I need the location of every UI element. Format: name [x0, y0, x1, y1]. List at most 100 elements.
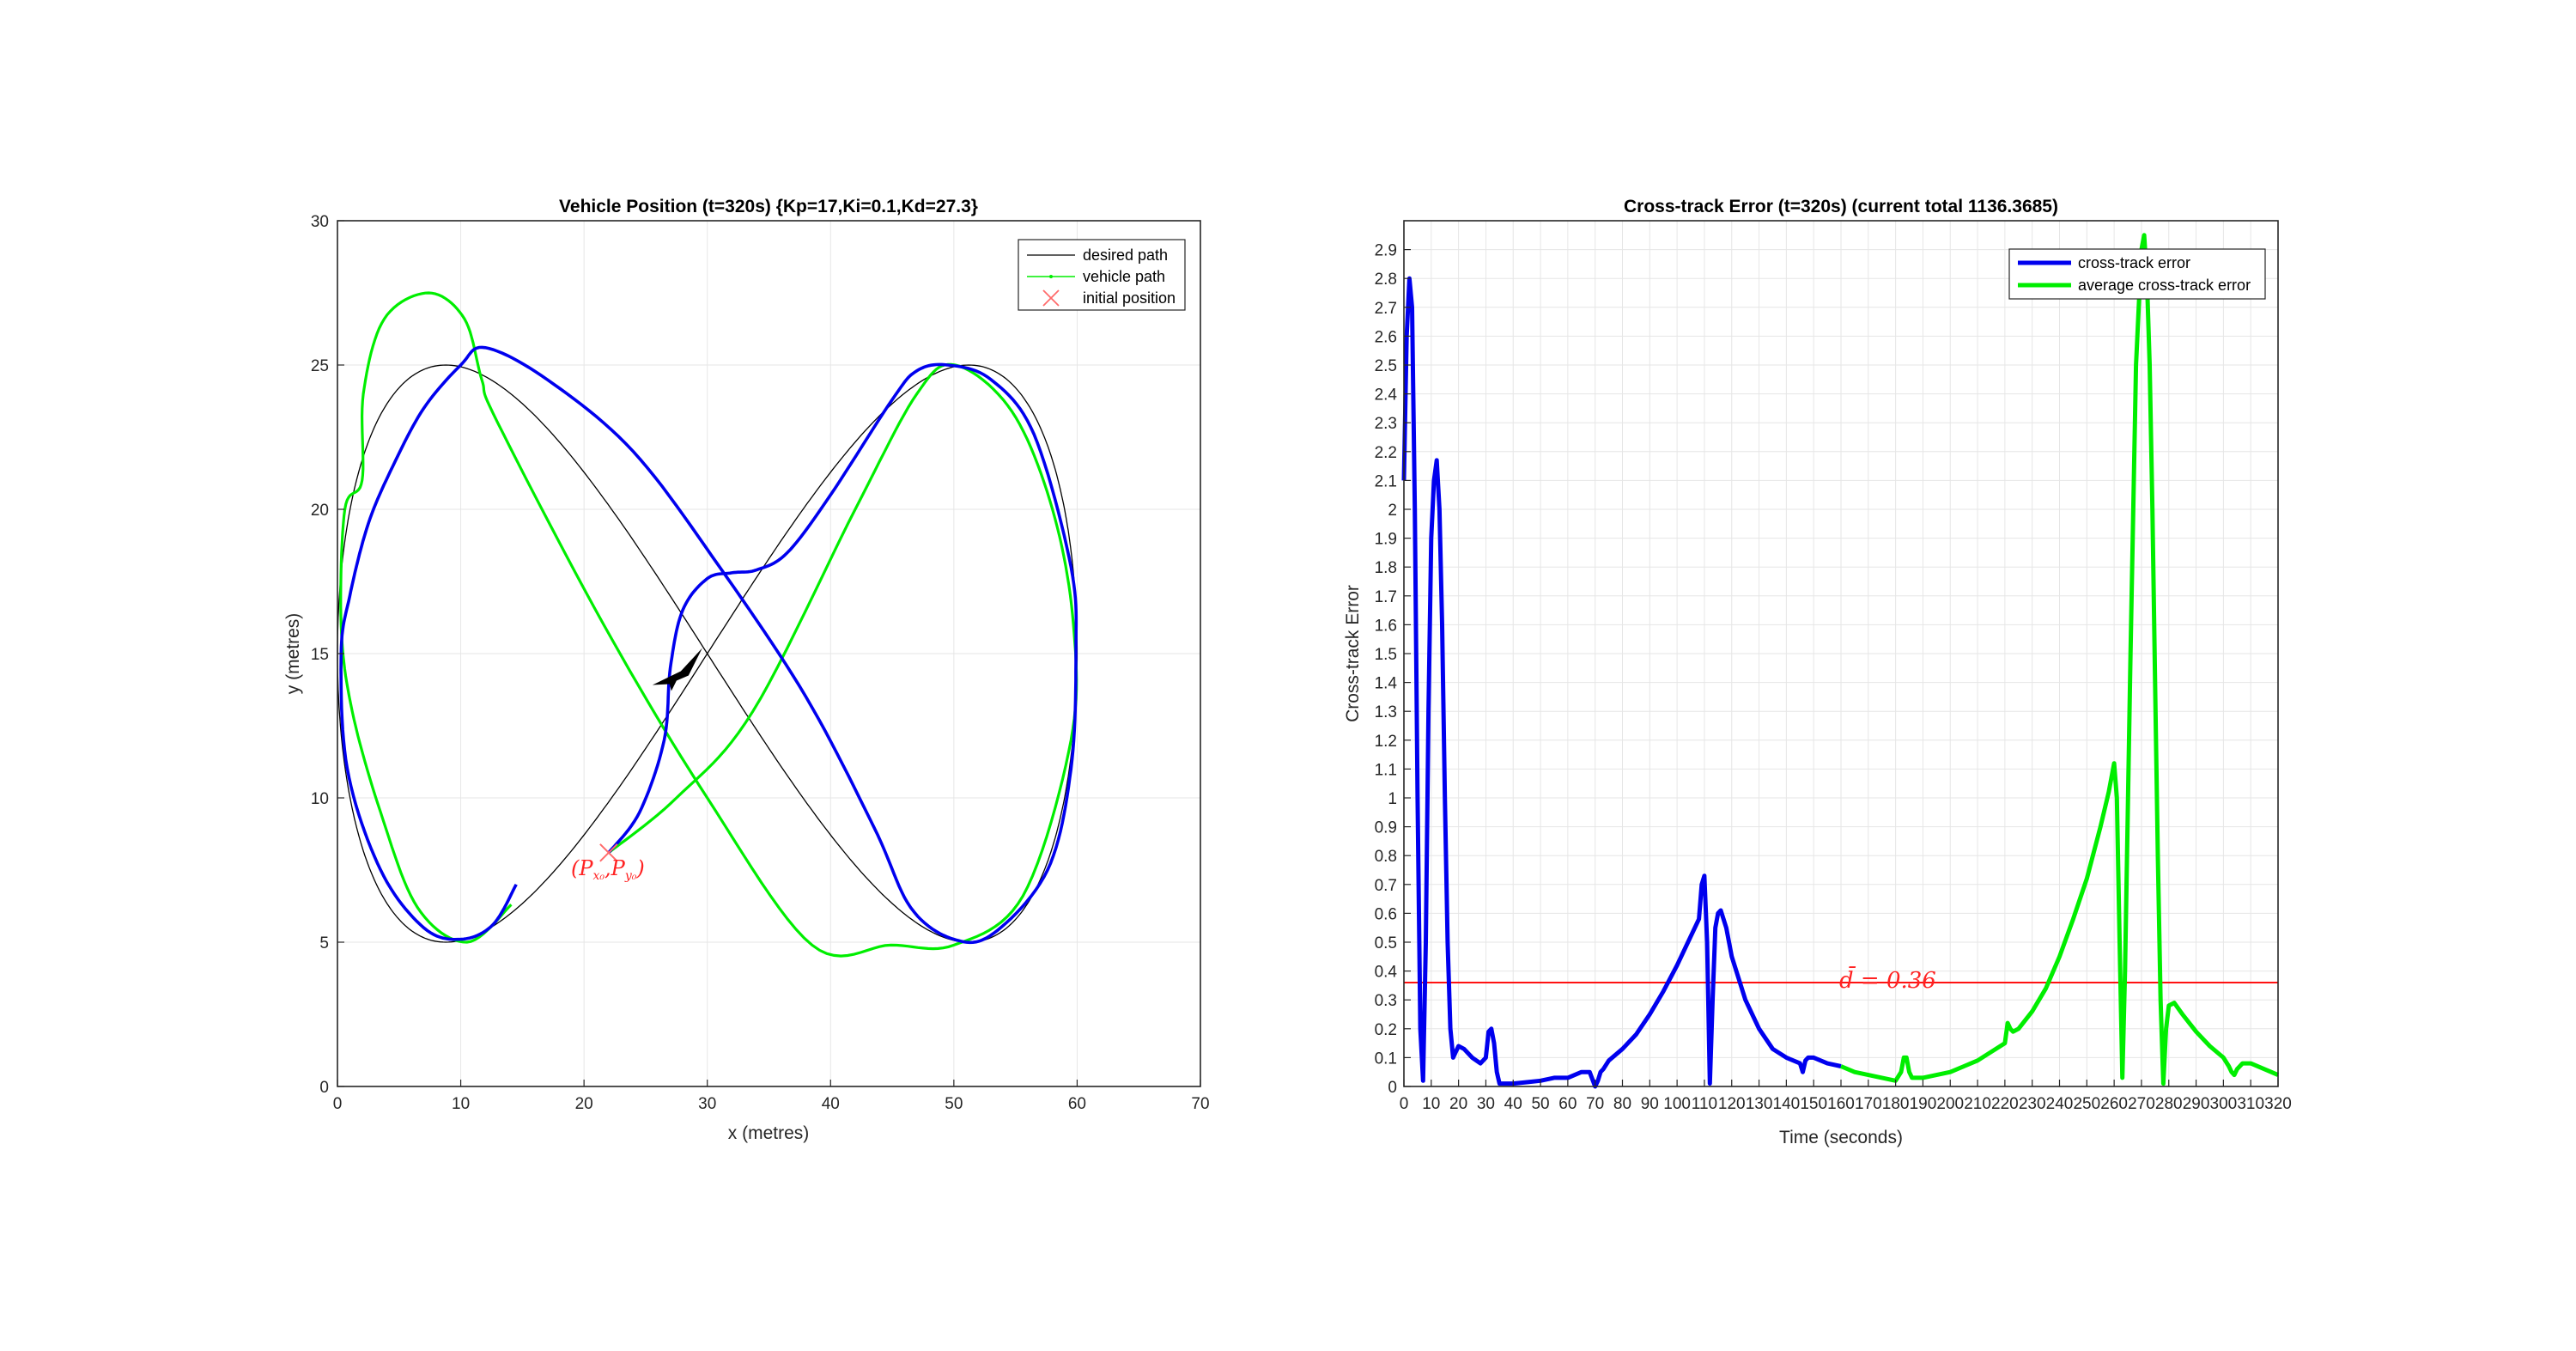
x-tick-label: 300 [2210, 1095, 2238, 1113]
x-tick-label: 60 [1068, 1095, 1086, 1113]
vehicle-position-ylabel: y (metres) [283, 613, 303, 695]
x-tick-label: 20 [1449, 1095, 1467, 1113]
y-tick-label: 0.9 [1375, 819, 1397, 837]
x-tick-label: 180 [1882, 1095, 1910, 1113]
desired-path-curve [337, 364, 1078, 943]
mean-error-label: d̄ = 0.36 [1839, 965, 1936, 994]
x-tick-label: 260 [2100, 1095, 2128, 1113]
x-tick-label: 250 [2073, 1095, 2100, 1113]
y-tick-label: 0.3 [1375, 992, 1397, 1010]
y-tick-label: 1.2 [1375, 733, 1397, 751]
initial-position-x [599, 843, 618, 862]
y-tick-label: 15 [311, 646, 329, 664]
y-tick-label: 2.8 [1375, 271, 1397, 289]
y-tick-label: 0.5 [1375, 934, 1397, 952]
x-tick-label: 220 [1991, 1095, 2019, 1113]
x-tick-label: 90 [1641, 1095, 1659, 1113]
legend-vehicle-path: vehicle path [1083, 268, 1165, 285]
y-tick-label: 1.8 [1375, 559, 1397, 577]
cross-track-error-ticks: 0 10 20 30 40 50 60 70 80 90 100 110 120 130 140 150 160… [1375, 242, 2292, 1113]
legend-desired-path: desired path [1083, 246, 1168, 264]
legend-initial-position: initial position [1083, 289, 1176, 307]
vehicle-glyph [652, 648, 702, 691]
y-tick-label: 0 [319, 1079, 329, 1097]
y-tick-label: 5 [319, 934, 329, 952]
x-tick-label: 290 [2183, 1095, 2210, 1113]
x-tick-label: 140 [1773, 1095, 1801, 1113]
vehicle-position-legend: desired path vehicle path initial positi… [1018, 239, 1186, 311]
cross-track-error-xlabel: Time (seconds) [1779, 1128, 1903, 1147]
x-tick-label: 310 [2237, 1095, 2264, 1113]
x-tick-label: 0 [1400, 1095, 1409, 1113]
x-tick-label: 20 [575, 1095, 593, 1113]
y-tick-label: 2.7 [1375, 300, 1397, 318]
y-tick-label: 2.4 [1375, 386, 1398, 405]
cross-track-error-title: Cross-track Error (t=320s) (current tota… [1624, 197, 2058, 216]
x-tick-label: 10 [1422, 1095, 1440, 1113]
y-tick-label: 2.9 [1375, 242, 1397, 260]
y-tick-label: 1.1 [1375, 761, 1397, 779]
desired-path-line [337, 364, 1078, 943]
y-tick-label: 0.8 [1375, 848, 1397, 866]
x-tick-label: 150 [1800, 1095, 1827, 1113]
x-tick-label: 70 [1586, 1095, 1604, 1113]
x-tick-label: 120 [1718, 1095, 1746, 1113]
y-tick-label: 0.1 [1375, 1050, 1397, 1068]
y-tick-label: 0 [1388, 1079, 1397, 1097]
x-tick-label: 280 [2155, 1095, 2183, 1113]
y-tick-label: 1.5 [1375, 646, 1397, 664]
y-tick-label: 2.3 [1375, 415, 1397, 433]
y-tick-label: 30 [311, 213, 329, 231]
vehicle-position-xlabel: x (metres) [728, 1123, 810, 1143]
x-tick-label: 240 [2046, 1095, 2074, 1113]
cross-track-error-series [1401, 233, 2279, 1089]
x-tick-label: 70 [1191, 1095, 1209, 1113]
initial-position-marker [599, 843, 618, 862]
cross-track-error-legend: cross-track error average cross-track er… [2008, 248, 2266, 300]
y-tick-label: 0.4 [1375, 964, 1398, 982]
vehicle-position-title: Vehicle Position (t=320s) {Kp=17,Ki=0.1,… [559, 197, 978, 216]
vehicle-position-axes: 0 10 20 30 40 50 60 70 0 5 10 15 20 25 30 Vehicle Posi… [283, 197, 1210, 1143]
x-tick-label: 190 [1910, 1095, 1937, 1113]
y-tick-label: 1.9 [1375, 531, 1397, 549]
y-tick-label: 1.6 [1375, 617, 1397, 635]
x-tick-label: 40 [822, 1095, 840, 1113]
x-tick-label: 110 [1692, 1095, 1717, 1113]
x-tick-label: 0 [333, 1095, 343, 1113]
x-tick-label: 50 [945, 1095, 963, 1113]
vehicle-shape [652, 648, 702, 691]
y-tick-label: 0.2 [1375, 1021, 1397, 1039]
cross-track-error-line [1401, 276, 1842, 1089]
x-tick-label: 80 [1613, 1095, 1631, 1113]
x-tick-label: 200 [1936, 1095, 1964, 1113]
y-tick-label: 25 [311, 357, 329, 375]
y-tick-label: 1.4 [1375, 675, 1398, 693]
y-tick-label: 2.2 [1375, 444, 1397, 462]
y-tick-label: 1 [1388, 790, 1397, 808]
cross-track-error-ylabel: Cross-track Error [1343, 585, 1363, 722]
y-tick-label: 0.6 [1375, 905, 1397, 923]
legend-cross-track-error: cross-track error [2078, 254, 2190, 271]
x-tick-label: 210 [1964, 1095, 1991, 1113]
x-tick-label: 230 [2019, 1095, 2046, 1113]
x-tick-label: 30 [698, 1095, 716, 1113]
y-tick-label: 2.5 [1375, 357, 1397, 375]
vehicle-position-ticks: 0 10 20 30 40 50 60 70 0 5 10 15 20 25 30 [311, 213, 1210, 1113]
vehicle-path-blue-curve [339, 345, 1078, 945]
initial-position-annotation: (Px₀,Py₀) [571, 856, 645, 883]
y-tick-label: 2 [1388, 502, 1397, 520]
x-tick-label: 30 [1477, 1095, 1495, 1113]
y-tick-label: 2.6 [1375, 328, 1397, 346]
y-tick-label: 1.7 [1375, 588, 1397, 606]
y-tick-label: 10 [311, 790, 329, 808]
vehicle-path-blue-line [339, 345, 1078, 945]
cross-track-error-axes: 0 10 20 30 40 50 60 70 80 90 100 110 120 130 140 150 160… [1343, 197, 2292, 1147]
legend-average-cross-track-error: average cross-track error [2078, 277, 2251, 294]
x-tick-label: 170 [1855, 1095, 1882, 1113]
y-tick-label: 2.1 [1375, 472, 1397, 490]
x-tick-label: 270 [2128, 1095, 2155, 1113]
y-tick-label: 1.3 [1375, 703, 1397, 721]
x-tick-label: 130 [1746, 1095, 1773, 1113]
x-tick-label: 10 [452, 1095, 470, 1113]
